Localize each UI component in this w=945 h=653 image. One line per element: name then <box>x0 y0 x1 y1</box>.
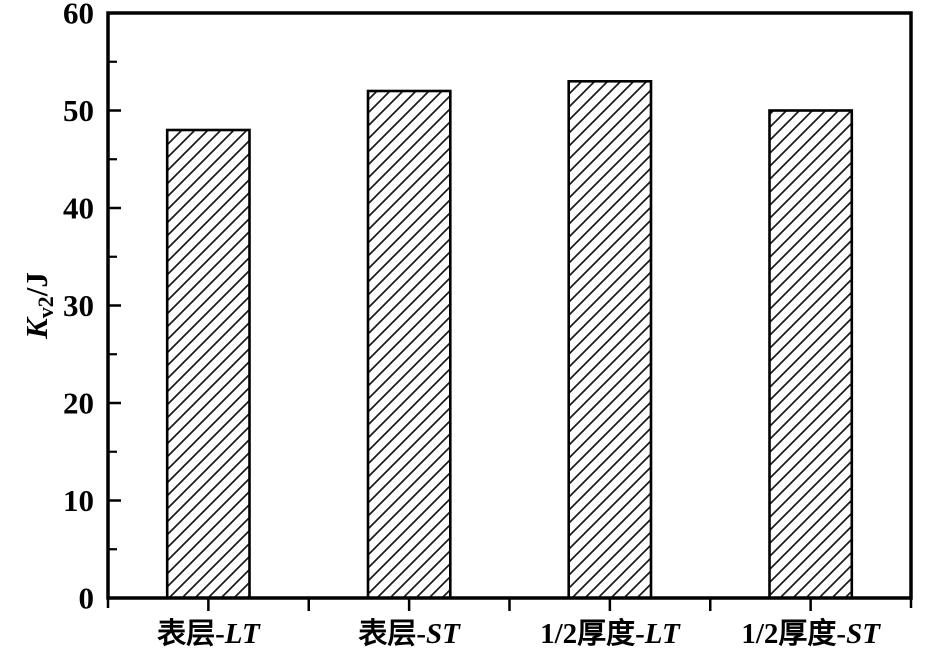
y-tick-label: 60 <box>63 0 94 31</box>
y-axis-title: Kv2/J <box>19 272 58 340</box>
bar-4 <box>768 109 854 600</box>
bar-2 <box>366 89 452 600</box>
bar-1 <box>165 128 251 600</box>
x-category-label: 表层-LT <box>157 617 261 650</box>
x-category-label: 1/2厚度-ST <box>741 617 881 650</box>
y-tick-label: 10 <box>63 483 94 518</box>
y-tick-label: 30 <box>63 288 94 323</box>
y-tick-label: 50 <box>63 93 94 128</box>
y-tick-label: 20 <box>63 386 94 421</box>
y-tick-label: 0 <box>79 581 95 616</box>
bar-3 <box>567 80 653 600</box>
y-tick-label: 40 <box>63 191 94 226</box>
x-category-label: 1/2厚度-LT <box>540 617 681 650</box>
x-category-label: 表层-ST <box>358 617 461 650</box>
